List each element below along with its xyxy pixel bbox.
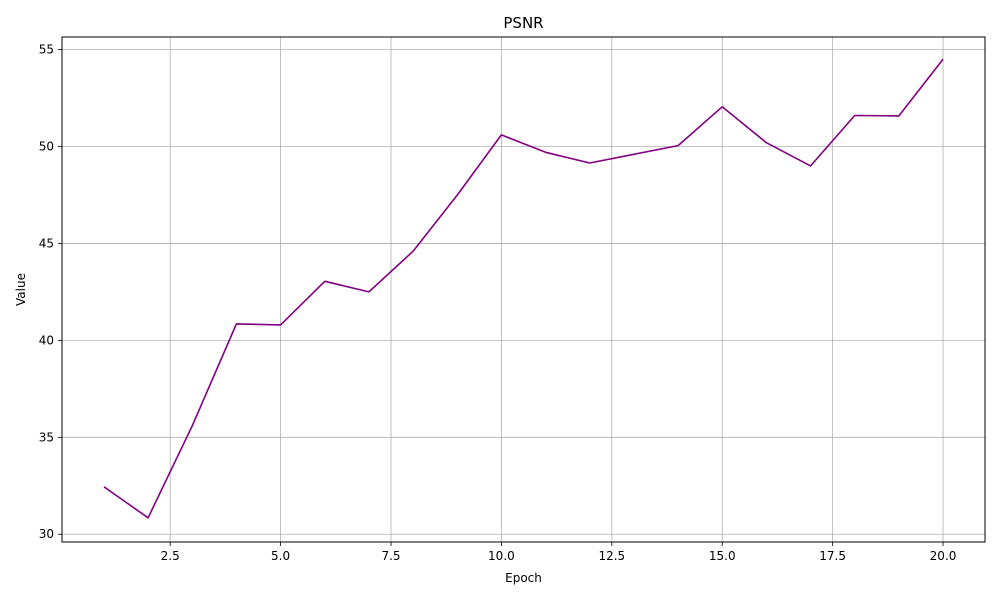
y-axis-label: Value: [14, 273, 28, 306]
x-tick-label: 17.5: [819, 549, 846, 563]
x-tick-label: 20.0: [930, 549, 957, 563]
grid-layer: [62, 37, 985, 542]
chart-title: PSNR: [503, 14, 543, 32]
series-line: [103, 58, 944, 519]
plot-area-frame: [61, 36, 986, 543]
x-tick-label: 5.0: [271, 549, 290, 563]
y-tick-label: 55: [39, 43, 54, 57]
y-tick-label: 35: [39, 430, 54, 444]
y-tick-label: 50: [39, 140, 54, 154]
x-tick-label: 10.0: [488, 549, 515, 563]
y-tick-label: 40: [39, 333, 54, 347]
x-tick-label: 2.5: [161, 549, 180, 563]
y-tick-label: 45: [39, 236, 54, 250]
x-axis-label: Epoch: [505, 571, 542, 585]
series-layer: [103, 58, 944, 519]
y-tick-label: 30: [39, 527, 54, 541]
x-axis-ticks: 2.5 5.0 7.5 10.0 12.5 15.0 17.5 20.0: [161, 542, 957, 563]
x-tick-label: 15.0: [709, 549, 736, 563]
x-tick-label: 12.5: [598, 549, 625, 563]
x-tick-label: 7.5: [381, 549, 400, 563]
y-axis-ticks: 30 35 40 45 50 55: [39, 43, 62, 541]
